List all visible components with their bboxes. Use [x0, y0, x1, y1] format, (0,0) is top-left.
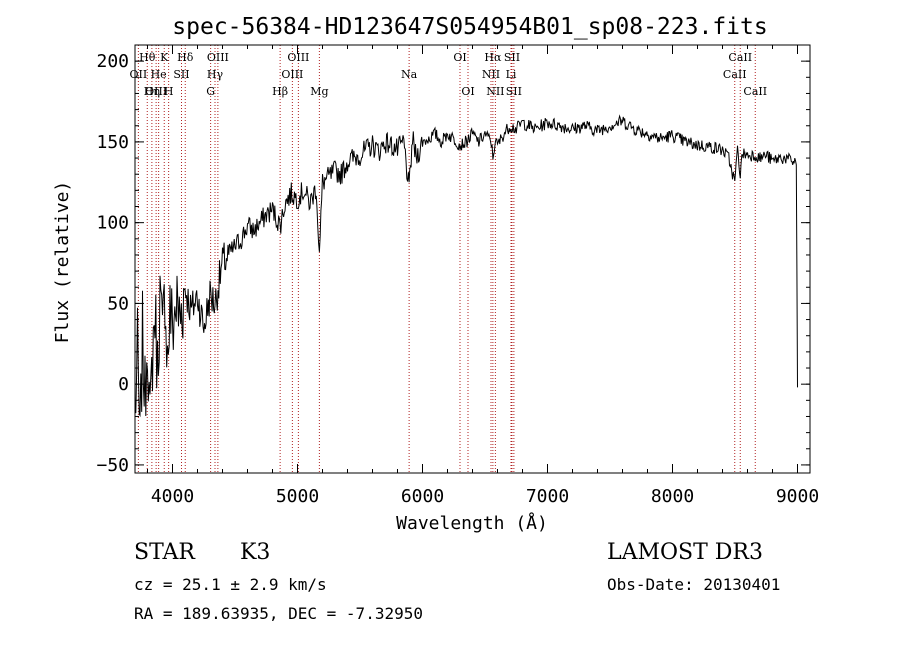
line-marker-label-26: CaII: [723, 68, 747, 81]
line-marker-label-17: OI: [453, 51, 466, 64]
coordinates: RA = 189.63935, DEC = -7.32950: [134, 604, 423, 623]
survey-name: LAMOST DR3: [607, 540, 763, 565]
x-tick-label-4: 8000: [651, 486, 694, 507]
y-axis-label: Flux (relative): [52, 181, 73, 344]
line-marker-label-0: OII: [130, 68, 148, 81]
y-tick-label-3: 100: [96, 213, 129, 234]
object-subclass: K3: [240, 540, 271, 565]
y-tick-label-1: 0: [118, 374, 129, 395]
line-marker-label-7: SII: [173, 68, 189, 81]
line-marker-label-19: Hα: [484, 51, 502, 64]
x-axis-ticks: 4000 5000 6000 7000 8000 9000: [147, 45, 819, 507]
line-marker-label-22: SII: [504, 51, 520, 64]
line-marker-label-5: K: [160, 51, 169, 64]
line-marker-label-23: Li: [506, 68, 517, 81]
line-marker-label-24: SII: [506, 85, 522, 98]
line-marker-label-25: CaII: [728, 51, 752, 64]
plot-frame: [134, 44, 811, 474]
line-marker-label-14: OIII: [281, 68, 303, 81]
y-tick-label-5: 200: [96, 51, 129, 72]
redshift-velocity: cz = 25.1 ± 2.9 km/s: [134, 575, 327, 594]
x-tick-label-5: 9000: [776, 486, 819, 507]
line-marker-label-8: Hδ: [177, 51, 194, 64]
line-marker-label-4: Hη: [144, 85, 160, 98]
y-tick-label-0: −50: [96, 455, 129, 476]
line-marker-label-21: NII: [486, 85, 504, 98]
spectrum-series: [134, 114, 798, 418]
line-marker-label-16: Na: [401, 68, 418, 81]
y-tick-label-4: 150: [96, 132, 129, 153]
line-marker-label-11: G: [206, 85, 215, 98]
line-markers: [137, 45, 756, 473]
x-tick-label-0: 4000: [151, 486, 194, 507]
line-marker-label-27: CaII: [743, 85, 767, 98]
line-marker-label-13: OIII: [287, 51, 309, 64]
line-marker-label-15: Mg: [310, 85, 328, 98]
y-tick-label-2: 50: [107, 293, 129, 314]
y-axis-ticks: −50 0 50 100 150 200: [96, 51, 810, 476]
line-marker-label-9: OIII: [207, 51, 229, 64]
x-tick-label-2: 6000: [401, 486, 444, 507]
line-marker-label-12: Hβ: [272, 85, 288, 98]
line-marker-label-1: Hθ: [139, 51, 156, 64]
x-axis-label: Wavelength (Å): [396, 512, 548, 534]
object-class: STAR: [134, 540, 195, 565]
line-marker-label-2: OIII: [145, 85, 167, 98]
line-marker-label-3: He: [151, 68, 167, 81]
x-tick-label-1: 5000: [276, 486, 319, 507]
observation-date: Obs-Date: 20130401: [607, 575, 781, 594]
line-marker-label-10: Hγ: [207, 68, 224, 81]
line-marker-labels: OII Hθ OIII He Hη K H SII Hδ OIII Hγ G Hβ OIII OIII Mg N…: [130, 51, 768, 98]
chart-title: spec-56384-HD123647S054954B01_sp08-223.f…: [172, 14, 767, 40]
x-tick-label-3: 7000: [526, 486, 569, 507]
line-marker-label-18: OI: [461, 85, 474, 98]
line-marker-label-20: NII: [482, 68, 500, 81]
line-marker-label-6: H: [164, 85, 174, 98]
